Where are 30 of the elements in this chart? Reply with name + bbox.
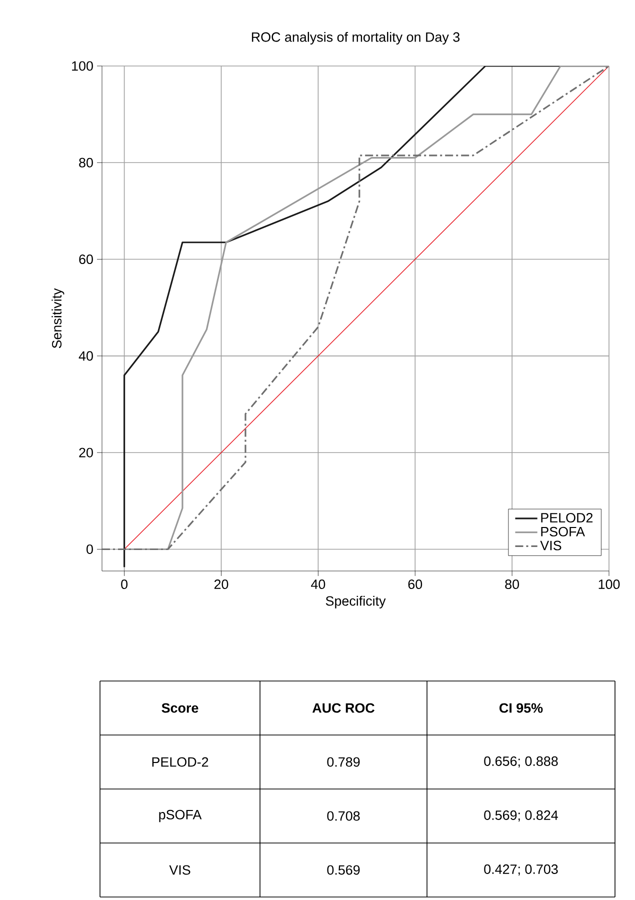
legend-label: VIS — [540, 540, 562, 550]
y-tick-label: 0 — [86, 544, 93, 554]
text: PELOD-2 — [152, 757, 208, 767]
legend-label: PELOD2 — [541, 513, 593, 523]
chart-title: ROC analysis of mortality on Day 3 — [252, 32, 460, 44]
y-tick-label: 60 — [79, 254, 93, 264]
text: 0.427; 0.703 — [484, 864, 558, 876]
x-tick-label: 20 — [214, 580, 228, 590]
legend-label: PSOFA — [541, 526, 585, 536]
x-tick-label: 80 — [505, 580, 520, 590]
y-tick-label: 20 — [79, 448, 93, 458]
text: 0.789 — [327, 757, 360, 767]
y-tick-label: 100 — [72, 61, 93, 71]
y-tick-label: 80 — [79, 158, 93, 168]
text: CI 95% — [499, 703, 543, 713]
x-axis-title: Specificity — [326, 596, 386, 608]
x-tick-label: 0 — [121, 580, 128, 590]
text: 0.569; 0.824 — [484, 810, 558, 822]
text: Score — [162, 703, 198, 713]
text: 0.656; 0.888 — [484, 756, 558, 768]
x-tick-label: 40 — [311, 580, 326, 590]
text: 0.569 — [327, 865, 360, 875]
text: pSOFA — [159, 810, 202, 822]
y-tick-label: 40 — [78, 351, 93, 361]
text: AUC ROC — [312, 703, 374, 713]
y-axis-title: Sensitivity — [52, 288, 64, 348]
text: 0.708 — [327, 811, 360, 821]
text: VIS — [169, 865, 190, 875]
x-tick-label: 60 — [408, 580, 422, 590]
x-tick-label: 100 — [598, 580, 620, 590]
